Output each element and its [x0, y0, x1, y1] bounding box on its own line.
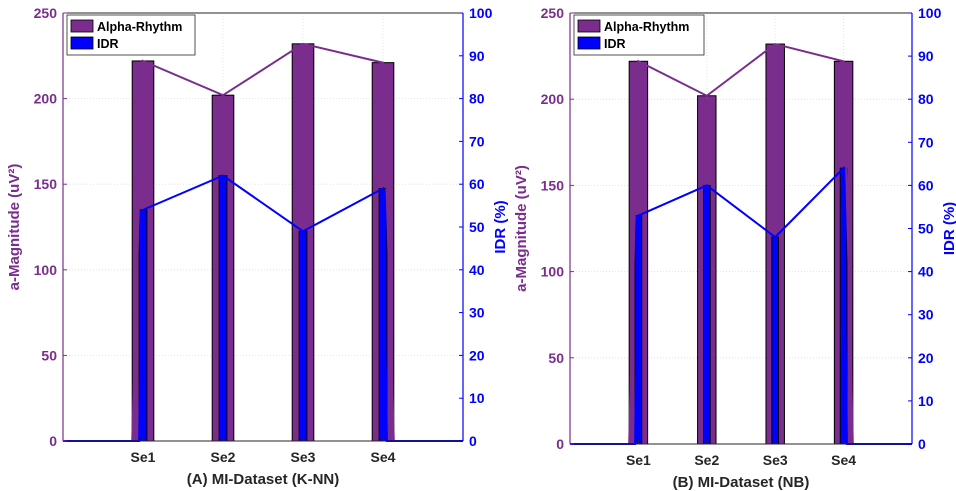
idr-bar [702, 184, 711, 445]
right-tick-label: 20 [918, 350, 934, 366]
legend-label: Alpha-Rhythm [604, 20, 689, 34]
x-tick-label: Se1 [131, 449, 156, 465]
legend-swatch [577, 19, 601, 33]
alpha-series-line [63, 42, 463, 442]
left-tick-label: 200 [34, 91, 58, 107]
left-y-axis-label: a-Magnitude (uV²) [6, 164, 23, 291]
right-tick-label: 10 [469, 390, 485, 406]
x-tick-label: Se2 [211, 449, 236, 465]
legend: Alpha-Rhythm IDR [573, 14, 705, 56]
right-tick-label: 0 [469, 433, 477, 449]
right-tick-label: 60 [918, 177, 934, 193]
right-tick-label: 70 [469, 133, 485, 149]
idr-series-line [63, 174, 463, 442]
left-tick-label: 0 [556, 436, 564, 452]
panel-title: (A) MI-Dataset (K-NN) [187, 471, 340, 488]
left-tick-label: 250 [34, 5, 58, 21]
legend-swatch [70, 19, 94, 33]
right-tick-label: 10 [918, 393, 934, 409]
right-tick-label: 80 [918, 91, 934, 107]
right-tick-label: 30 [469, 305, 485, 321]
left-tick-label: 150 [541, 177, 565, 193]
right-tick-label: 60 [469, 176, 485, 192]
left-tick-label: 100 [541, 264, 565, 280]
x-tick-label: Se3 [291, 449, 316, 465]
chart-panel-b: 0 50 100 150 200 250 0 10 20 30 40 50 60 70 80 90 100 Se1… [513, 5, 956, 491]
idr-bar [298, 230, 308, 442]
left-tick-label: 100 [34, 262, 58, 278]
left-tick-label: 0 [49, 433, 57, 449]
x-tick-label: Se1 [626, 452, 651, 468]
right-tick-label: 100 [469, 5, 493, 21]
left-tick-label: 50 [548, 350, 564, 366]
legend-label: IDR [97, 37, 119, 51]
alpha-series-line [570, 42, 912, 445]
right-tick-label: 90 [469, 48, 485, 64]
right-tick-label: 40 [918, 264, 934, 280]
idr-series-line [570, 165, 912, 445]
panel-title: (B) MI-Dataset (NB) [673, 474, 810, 491]
right-tick-label: 0 [918, 436, 926, 452]
idr-bar [218, 175, 228, 442]
right-tick-label: 100 [918, 5, 942, 21]
left-tick-label: 250 [541, 5, 565, 21]
legend-swatch [70, 36, 94, 50]
right-tick-label: 40 [469, 262, 485, 278]
right-tick-label: 50 [469, 219, 485, 235]
left-tick-label: 150 [34, 176, 58, 192]
right-tick-label: 70 [918, 134, 934, 150]
x-tick-label: Se4 [371, 449, 396, 465]
x-tick-label: Se2 [694, 452, 719, 468]
legend-label: Alpha-Rhythm [97, 20, 182, 34]
right-y-axis-label: IDR (%) [492, 200, 509, 253]
legend-swatch [577, 36, 601, 50]
right-tick-label: 80 [469, 91, 485, 107]
right-tick-label: 30 [918, 307, 934, 323]
idr-bar [771, 236, 780, 445]
x-tick-label: Se3 [763, 452, 788, 468]
chart-panel-a: 0 50 100 150 200 250 0 10 20 30 40 50 60 70 80 90 100 Se1… [6, 5, 509, 488]
right-tick-label: 90 [918, 48, 934, 64]
left-y-axis-label: a-Magnitude (uV²) [513, 165, 530, 292]
right-tick-label: 50 [918, 221, 934, 237]
x-tick-label: Se4 [831, 452, 856, 468]
left-tick-label: 200 [541, 91, 565, 107]
legend-label: IDR [604, 37, 626, 51]
legend: Alpha-Rhythm IDR [66, 14, 196, 56]
right-y-axis-label: IDR (%) [941, 202, 956, 255]
right-tick-label: 20 [469, 347, 485, 363]
left-tick-label: 50 [41, 347, 57, 363]
